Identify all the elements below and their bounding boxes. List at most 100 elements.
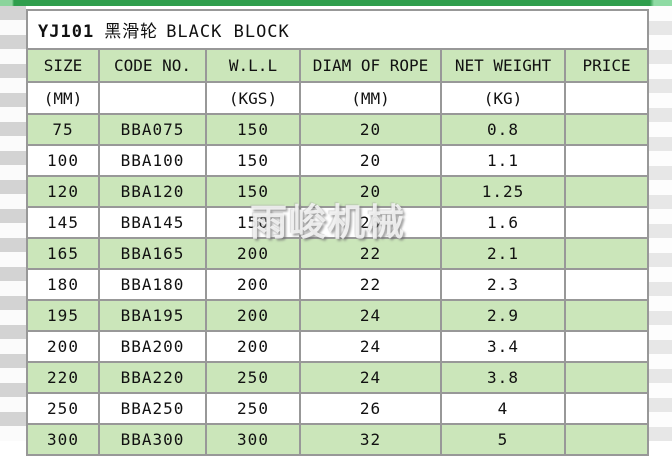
cell-size: 200 [26,330,100,363]
cell-price [563,361,650,394]
cell-wll: 150 [205,175,301,208]
table-body: 75 BBA075 150 20 0.8 100 BBA100 150 20 1.1 120 BBA1… [26,113,650,456]
unit-code [98,81,207,115]
cell-rope-diameter: 24 [299,330,442,363]
cell-code: BBA200 [98,330,207,363]
cell-code: BBA145 [98,206,207,239]
cell-size: 180 [26,268,100,301]
cell-net-weight: 2.3 [440,268,566,301]
cell-wll: 150 [205,206,301,239]
cell-rope-diameter: 22 [299,268,442,301]
cell-code: BBA195 [98,299,207,332]
cell-wll: 200 [205,299,301,332]
product-model: YJ101 [38,22,95,42]
cell-net-weight: 2.1 [440,237,566,270]
cell-price [563,113,650,146]
cell-size: 165 [26,237,100,270]
cell-price [563,144,650,177]
cell-code: BBA220 [98,361,207,394]
column-header-code: CODE NO. [98,48,207,83]
table-title: YJ101 黑滑轮 BLACK BLOCK [25,9,650,50]
table-row: 220 BBA220 250 24 3.8 [26,361,650,394]
cell-price [563,423,650,456]
cell-net-weight: 0.8 [440,113,566,146]
cell-rope-diameter: 32 [299,423,442,456]
cell-price [563,330,650,363]
cell-code: BBA180 [98,268,207,301]
cell-wll: 200 [205,330,301,363]
unit-rope-diameter: (MM) [299,81,442,115]
cell-price [563,237,650,270]
cell-price [563,175,650,208]
unit-wll: (KGS) [205,81,301,115]
cell-price [563,206,650,239]
cell-size: 75 [26,113,100,146]
column-header-price: PRICE [563,48,650,83]
left-margin-stripes [0,6,26,441]
cell-code: BBA120 [98,175,207,208]
column-header-size: SIZE [26,48,100,83]
table-row: 100 BBA100 150 20 1.1 [26,144,650,177]
cell-net-weight: 1.1 [440,144,566,177]
cell-price [563,392,650,425]
table-header-row: SIZE CODE NO. W.L.L DIAM OF ROPE NET WEI… [26,48,650,83]
top-accent-bar [0,0,672,6]
column-header-net-weight: NET WEIGHT [440,48,566,83]
cell-wll: 150 [205,113,301,146]
table-units-row: (MM) (KGS) (MM) (KG) [26,81,650,115]
cell-net-weight: 3.8 [440,361,566,394]
cell-rope-diameter: 20 [299,113,442,146]
cell-size: 195 [26,299,100,332]
cell-wll: 200 [205,268,301,301]
cell-size: 145 [26,206,100,239]
cell-rope-diameter: 26 [299,392,442,425]
product-spec-table: YJ101 黑滑轮 BLACK BLOCK SIZE CODE NO. W.L.L … [25,9,650,456]
cell-price [563,299,650,332]
cell-wll: 300 [205,423,301,456]
cell-rope-diameter: 24 [299,361,442,394]
cell-rope-diameter: 22 [299,237,442,270]
table-row: 200 BBA200 200 24 3.4 [26,330,650,363]
table-row: 195 BBA195 200 24 2.9 [26,299,650,332]
table-row: 145 BBA145 150 20 1.6 [26,206,650,239]
cell-rope-diameter: 20 [299,175,442,208]
cell-code: BBA100 [98,144,207,177]
cell-rope-diameter: 20 [299,206,442,239]
table-row: 165 BBA165 200 22 2.1 [26,237,650,270]
cell-net-weight: 1.6 [440,206,566,239]
cell-size: 100 [26,144,100,177]
cell-net-weight: 2.9 [440,299,566,332]
cell-net-weight: 4 [440,392,566,425]
table-row: 250 BBA250 250 26 4 [26,392,650,425]
cell-size: 300 [26,423,100,456]
cell-rope-diameter: 20 [299,144,442,177]
cell-code: BBA075 [98,113,207,146]
table-row: 180 BBA180 200 22 2.3 [26,268,650,301]
cell-size: 120 [26,175,100,208]
table-row: 120 BBA120 150 20 1.25 [26,175,650,208]
unit-price [563,81,650,115]
cell-size: 220 [26,361,100,394]
cell-code: BBA300 [98,423,207,456]
cell-price [563,268,650,301]
cell-net-weight: 3.4 [440,330,566,363]
cell-wll: 150 [205,144,301,177]
table-row: 300 BBA300 300 32 5 [26,423,650,456]
cell-wll: 250 [205,361,301,394]
product-name-chinese: 黑滑轮 [104,22,159,42]
cell-code: BBA165 [98,237,207,270]
right-margin-stripes [647,6,672,441]
table-row: 75 BBA075 150 20 0.8 [26,113,650,146]
cell-wll: 250 [205,392,301,425]
column-header-rope-diameter: DIAM OF ROPE [299,48,442,83]
table-title-row: YJ101 黑滑轮 BLACK BLOCK [25,9,650,50]
cell-wll: 200 [205,237,301,270]
cell-rope-diameter: 24 [299,299,442,332]
unit-size: (MM) [26,81,100,115]
column-header-wll: W.L.L [205,48,301,83]
cell-net-weight: 1.25 [440,175,566,208]
cell-size: 250 [26,392,100,425]
unit-net-weight: (KG) [440,81,566,115]
cell-net-weight: 5 [440,423,566,456]
cell-code: BBA250 [98,392,207,425]
